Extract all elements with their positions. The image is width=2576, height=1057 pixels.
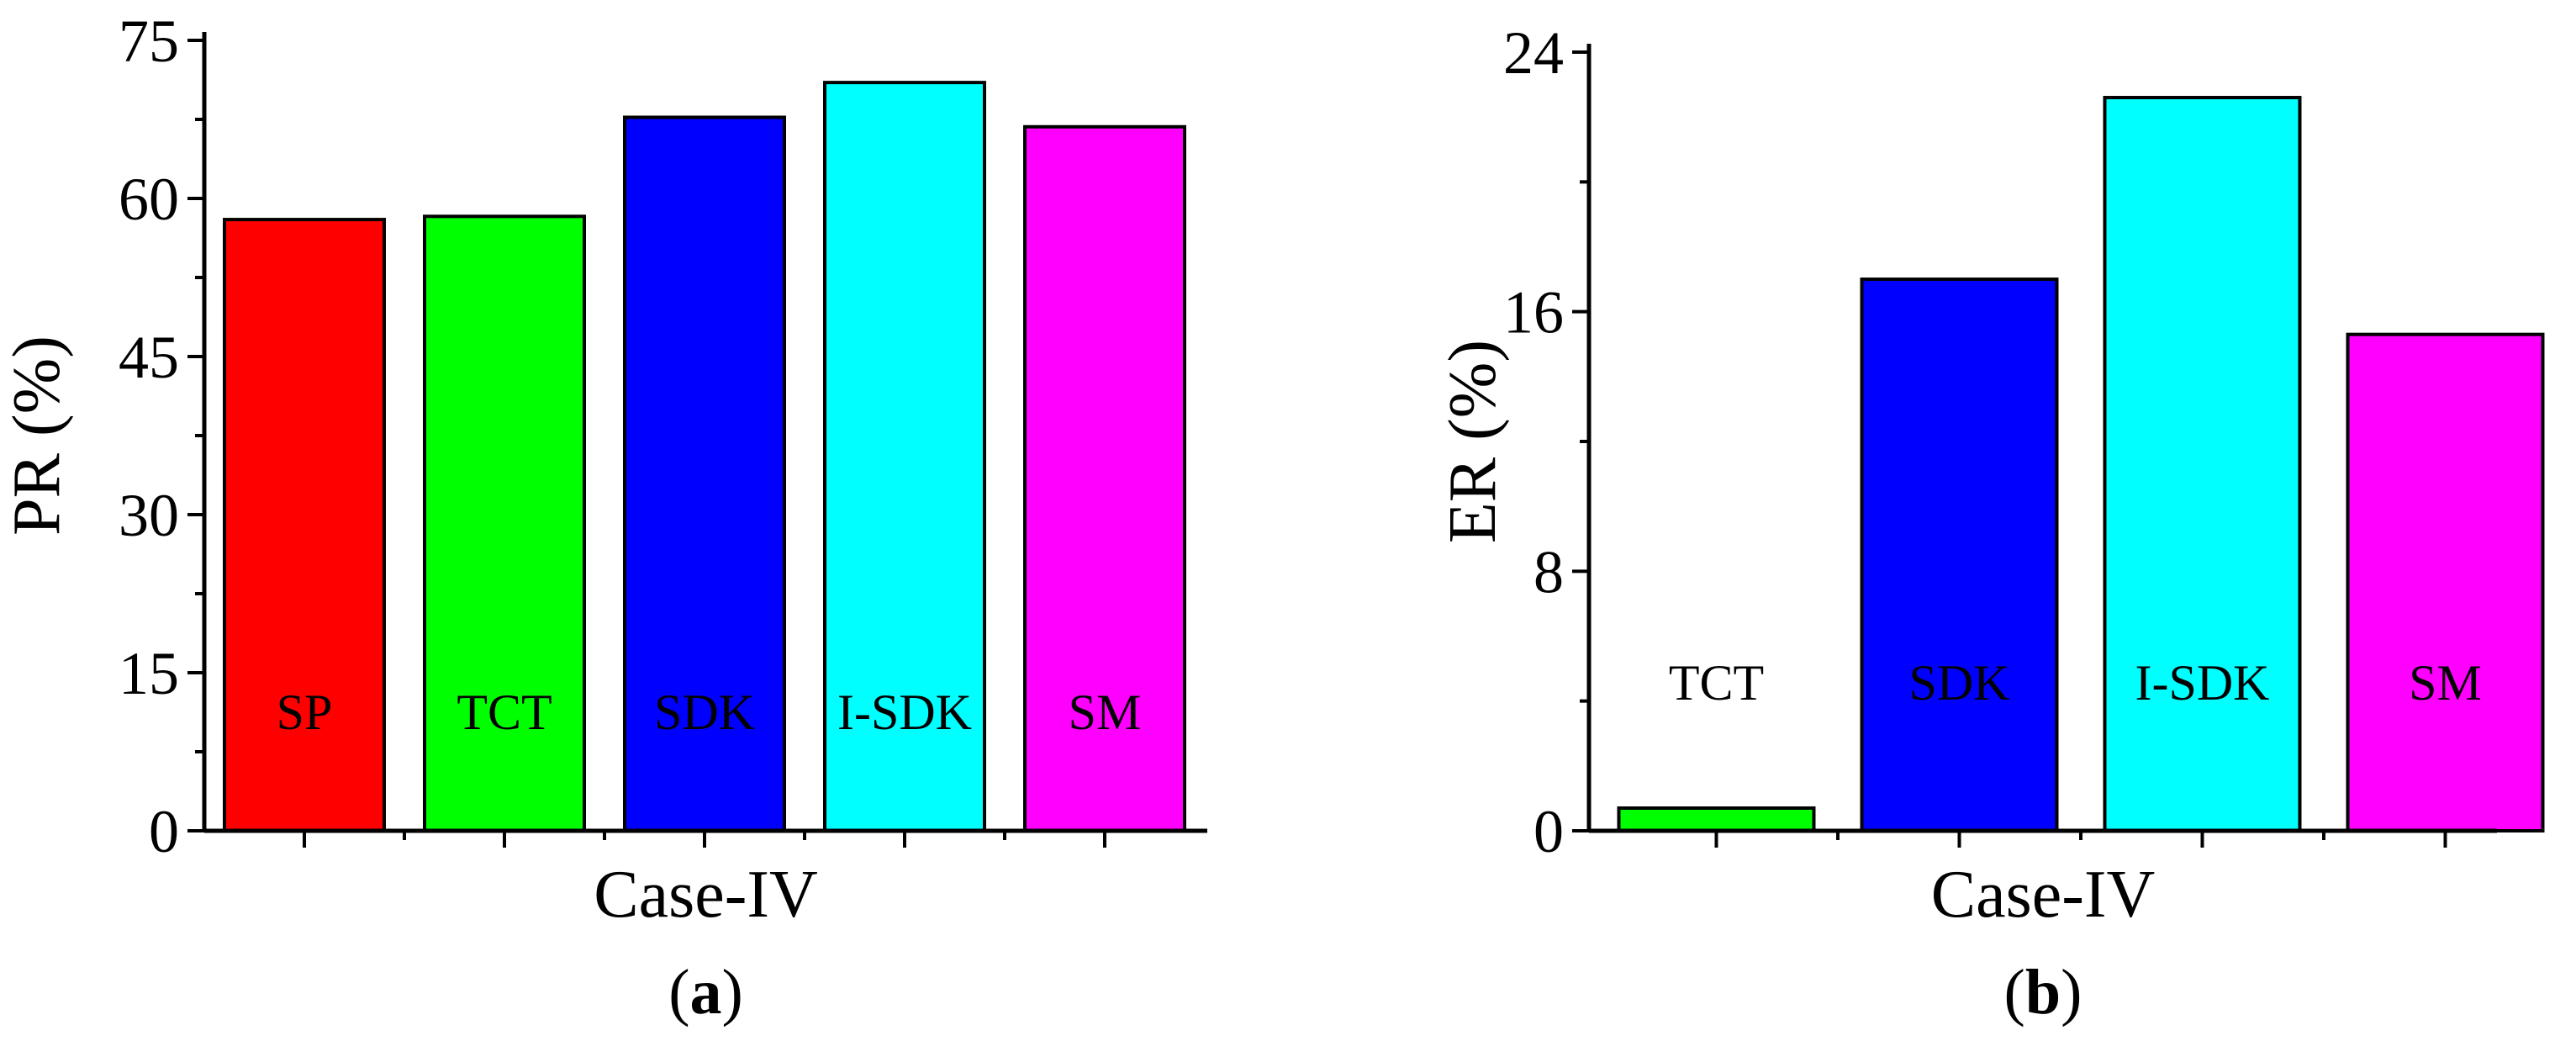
bar-tct xyxy=(423,214,586,833)
bar-label: TCT xyxy=(457,684,552,740)
y-tick-label: 30 xyxy=(119,482,179,549)
bar-i-sdk xyxy=(2103,96,2302,833)
bar-label: SDK xyxy=(654,684,755,740)
y-tick-label: 8 xyxy=(1533,538,1564,605)
chart-panel-a: SP TCT SDK I-SDK SM 0 15 30 45 60 75 Case-IV PR (%) (… xyxy=(0,8,1207,1028)
y-axis-title: ER (%) xyxy=(1436,340,1510,543)
bar-i-sdk xyxy=(823,81,986,832)
panel-label: (b) xyxy=(2004,957,2082,1028)
bar-label: SP xyxy=(277,684,333,740)
y-tick-label: 15 xyxy=(119,640,179,707)
bar-label: SDK xyxy=(1908,655,2009,711)
chart-panel-b: TCT SDK I-SDK SM 0 8 16 24 Case-IV ER (%) (b) xyxy=(1436,19,2545,1028)
bar-label: I-SDK xyxy=(837,684,972,740)
bar-tct xyxy=(1617,806,1816,832)
bar-sp xyxy=(223,218,386,833)
bar-sdk xyxy=(1860,277,2059,833)
x-axis-title: Case-IV xyxy=(594,858,818,932)
bar-sm xyxy=(2346,332,2545,832)
y-tick-label: 75 xyxy=(119,8,179,75)
bar-sdk xyxy=(623,115,786,832)
bar-label: SM xyxy=(2409,655,2482,711)
y-axis-title: PR (%) xyxy=(0,336,74,536)
bar-label: I-SDK xyxy=(2135,655,2270,711)
panel-label: (a) xyxy=(668,957,743,1028)
bar-label: TCT xyxy=(1669,655,1764,711)
x-axis-title: Case-IV xyxy=(1931,858,2156,932)
y-tick-label: 0 xyxy=(149,798,179,865)
y-tick-label: 16 xyxy=(1503,279,1564,346)
y-tick-label: 24 xyxy=(1503,19,1564,87)
y-tick-label: 0 xyxy=(1533,798,1564,865)
bar-label: SM xyxy=(1069,684,1142,740)
y-tick-label: 60 xyxy=(119,166,179,233)
y-tick-label: 45 xyxy=(119,324,179,391)
bar-sm xyxy=(1023,124,1186,833)
